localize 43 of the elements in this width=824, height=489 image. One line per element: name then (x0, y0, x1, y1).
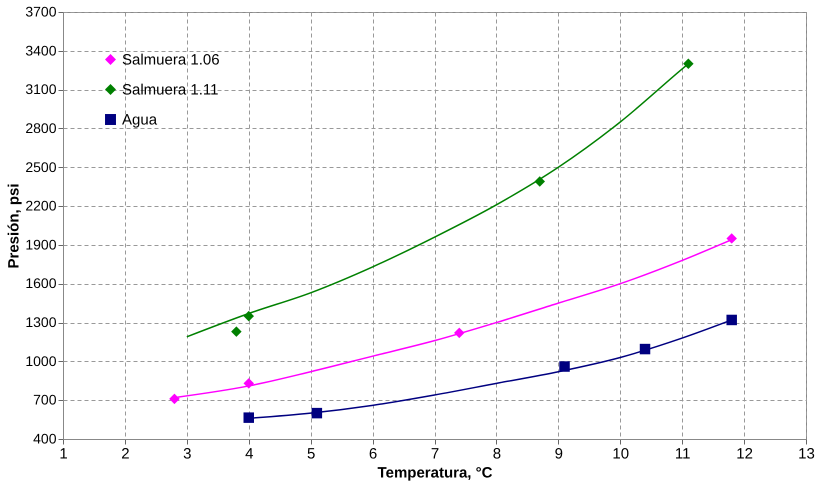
y-tick-label: 2200 (25, 198, 57, 214)
y-tick-label: 3400 (25, 42, 57, 58)
point (640, 344, 650, 354)
legend-label: Agua (122, 112, 158, 128)
point (559, 361, 570, 372)
legend-label: Salmuera 1.06 (122, 52, 220, 68)
point (534, 176, 545, 187)
y-tick-label: 1900 (25, 236, 57, 252)
x-tick-label: 5 (306, 446, 316, 462)
x-tick-label: 9 (554, 446, 564, 462)
y-tick-label: 1600 (25, 275, 57, 292)
y-tick-label: 1300 (25, 314, 57, 330)
x-tick-label: 4 (245, 446, 254, 462)
y-tick-label: 2500 (25, 158, 57, 175)
point (726, 233, 737, 244)
point (244, 412, 254, 423)
y-tick-label: 3700 (25, 4, 57, 20)
x-tick-label: 11 (674, 446, 690, 462)
x-tick-label: 6 (368, 446, 378, 462)
x-tick-label: 12 (736, 446, 753, 462)
point (312, 408, 322, 418)
y-tick-label: 700 (33, 392, 57, 408)
x-tick-label: 7 (430, 446, 440, 462)
point (244, 310, 254, 322)
point (244, 378, 254, 389)
y-tick-label: 3100 (25, 81, 57, 98)
point (169, 394, 180, 404)
point (726, 314, 737, 326)
y-tick-label: 400 (33, 430, 57, 446)
x-tick-label: 1 (59, 446, 68, 462)
point (231, 326, 242, 337)
point (454, 328, 465, 338)
y-tick-label: 2800 (25, 120, 57, 136)
x-tick-label: 10 (612, 446, 630, 462)
x-tick-label: 3 (183, 446, 192, 462)
x-tick-label: 8 (492, 446, 502, 462)
point (683, 58, 694, 69)
y-axis-title: Presión, psi (5, 183, 22, 269)
y-tick-label: 1000 (25, 352, 57, 369)
x-axis-title: Temperatura, °C (378, 464, 493, 482)
legend-label: Salmuera 1.11 (122, 82, 218, 98)
x-tick-label: 13 (798, 446, 815, 462)
x-tick-label: 2 (121, 446, 130, 462)
